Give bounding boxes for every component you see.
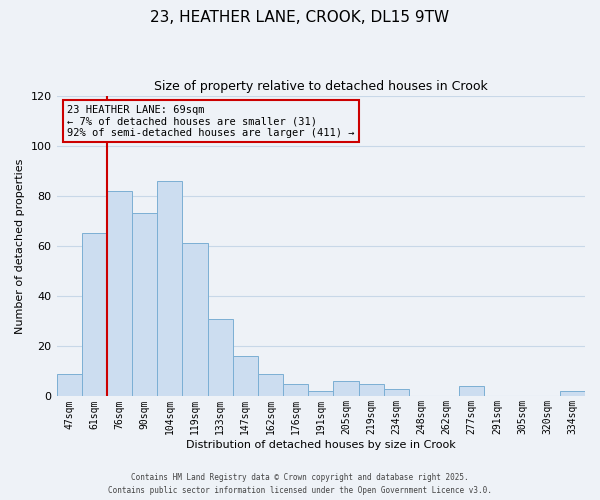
Bar (56, 374, 82, 396)
Bar (107, 191, 132, 396)
Bar (308, 392, 334, 396)
Text: Contains HM Land Registry data © Crown copyright and database right 2025.
Contai: Contains HM Land Registry data © Crown c… (108, 474, 492, 495)
Text: 23, HEATHER LANE, CROOK, DL15 9TW: 23, HEATHER LANE, CROOK, DL15 9TW (151, 10, 449, 25)
Bar (258, 374, 283, 396)
Bar (182, 244, 208, 396)
Bar (383, 389, 409, 396)
Bar (233, 356, 258, 397)
Bar (283, 384, 308, 396)
Bar (157, 181, 182, 396)
Bar (82, 234, 107, 396)
Bar (208, 318, 233, 396)
Bar (459, 386, 484, 396)
Bar (132, 214, 157, 396)
Bar (560, 392, 585, 396)
Y-axis label: Number of detached properties: Number of detached properties (15, 158, 25, 334)
Bar (359, 384, 383, 396)
X-axis label: Distribution of detached houses by size in Crook: Distribution of detached houses by size … (186, 440, 455, 450)
Text: 23 HEATHER LANE: 69sqm
← 7% of detached houses are smaller (31)
92% of semi-deta: 23 HEATHER LANE: 69sqm ← 7% of detached … (67, 104, 355, 138)
Title: Size of property relative to detached houses in Crook: Size of property relative to detached ho… (154, 80, 488, 93)
Bar (334, 382, 359, 396)
